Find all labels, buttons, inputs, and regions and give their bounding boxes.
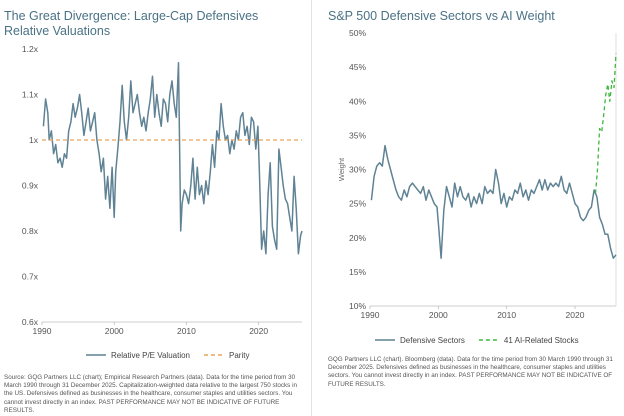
right-y-axis-label: Weight bbox=[337, 157, 346, 181]
right-legend-label: 41 AI-Related Stocks bbox=[504, 336, 579, 345]
left-x-tick-label: 2010 bbox=[177, 326, 196, 336]
right-x-tick-label: 2020 bbox=[566, 310, 585, 320]
right-y-tick-label: 15% bbox=[349, 267, 366, 277]
right-y-tick-label: 25% bbox=[349, 199, 366, 209]
left-legend-label: Relative P/E Valuation bbox=[111, 351, 190, 360]
left-legend-label: Parity bbox=[229, 351, 249, 360]
right-x-tick-label: 2000 bbox=[429, 310, 448, 320]
right-y-tick-label: 35% bbox=[349, 130, 366, 140]
right-series-line bbox=[370, 144, 617, 259]
left-chart-title: The Great Divergence: Large-Cap Defensiv… bbox=[4, 9, 259, 38]
right-y-tick-label: 30% bbox=[349, 165, 366, 175]
left-chart-source-note: Source: GQG Partners LLC (chart); Empiri… bbox=[4, 374, 297, 414]
right-y-tick-label: 40% bbox=[349, 96, 366, 106]
left-y-tick-label: 0.7x bbox=[22, 272, 39, 282]
left-y-tick-label: 1.1x bbox=[22, 90, 39, 100]
left-chart-panel: The Great Divergence: Large-Cap Defensiv… bbox=[4, 9, 303, 414]
right-x-tick-label: 1990 bbox=[361, 310, 380, 320]
right-x-tick-label: 2010 bbox=[497, 310, 516, 320]
right-y-tick-label: 50% bbox=[349, 28, 366, 38]
right-y-tick-label: 20% bbox=[349, 233, 366, 243]
panel-divider bbox=[311, 0, 312, 416]
right-chart-panel: S&P 500 Defensive Sectors vs AI Weight 1… bbox=[312, 0, 624, 416]
left-y-tick-label: 0.9x bbox=[22, 181, 39, 191]
left-x-tick-label: 2020 bbox=[249, 326, 268, 336]
left-x-tick-label: 1990 bbox=[33, 326, 52, 336]
right-chart-title: S&P 500 Defensive Sectors vs AI Weight bbox=[328, 9, 555, 23]
right-chart-source-note: GQG Partners LLC (chart). Bloomberg (dat… bbox=[328, 356, 613, 388]
left-y-tick-label: 1.2x bbox=[22, 44, 39, 54]
left-y-tick-label: 0.8x bbox=[22, 226, 39, 236]
left-chart-svg: 0.6x 0.7x 0.8x 0.9x 1x 1.1x 1.2x 1990 2000 2010 20… bbox=[22, 44, 303, 360]
left-series-line bbox=[42, 61, 303, 255]
right-chart-svg: 10% 15% 20% 25% 30% 35% 40% 45% 50% 1990 2000 2010 2… bbox=[337, 28, 617, 345]
right-y-tick-label: 45% bbox=[349, 62, 366, 72]
left-x-tick-label: 2000 bbox=[105, 326, 124, 336]
right-y-tick-label: 10% bbox=[349, 301, 366, 311]
right-legend-label: Defensive Sectors bbox=[400, 336, 465, 345]
left-y-tick-label: 1x bbox=[29, 135, 39, 145]
right-series-line-2 bbox=[594, 53, 617, 194]
left-y-tick-label: 0.6x bbox=[22, 317, 39, 327]
